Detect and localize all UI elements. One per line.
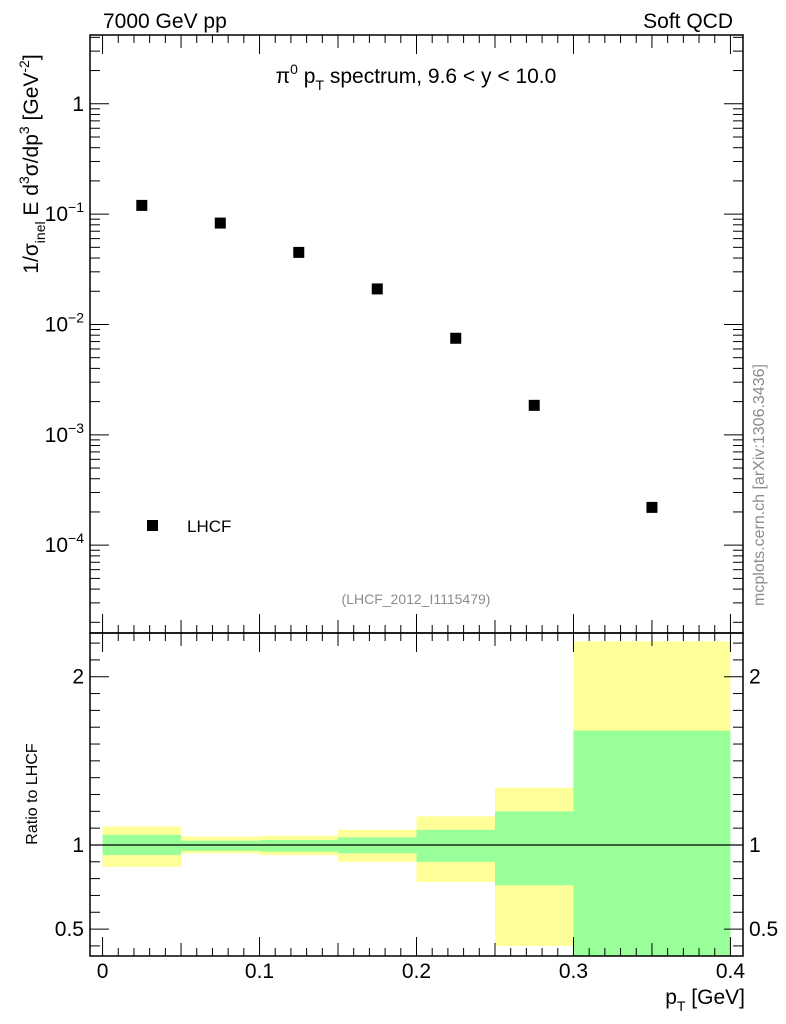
axes: 110−110−210−310−40 0.1 0.2 0.3 0.40.5 0.51 12 2 [45, 35, 778, 983]
x-tick-label: 0.3 [559, 960, 588, 983]
ratio-y-tick-label-left: 0.5 [55, 918, 84, 941]
ratio-bands [90, 641, 743, 956]
ratio-y-tick-label-right: 1 [749, 834, 761, 857]
ratio-y-tick-label-right: 2 [749, 666, 761, 689]
data-points [136, 199, 658, 513]
stat-band-bin-4 [416, 829, 495, 862]
x-tick-label: 0.2 [402, 960, 431, 983]
ratio-plot-frame [89, 632, 744, 957]
main-y-axis-label: 1/σinel E d3σ/dp3 [GeV-2] [16, 54, 48, 273]
main-plot-frame [89, 34, 744, 634]
process-label: Soft QCD [643, 10, 733, 33]
data-point-6 [646, 501, 658, 513]
ratio-y-tick-label-left: 1 [72, 834, 84, 857]
energy-label: 7000 GeV pp [103, 10, 227, 33]
main-y-tick-label: 1 [72, 93, 84, 116]
main-y-tick-label: 10−1 [45, 199, 85, 226]
legend-label-lhcf: LHCF [187, 517, 231, 536]
x-tick-label: 0.1 [245, 960, 274, 983]
main-y-tick-label: 10−2 [45, 309, 85, 336]
stat-band-bin-6 [573, 730, 731, 956]
stat-band-bin-2 [259, 839, 339, 852]
analysis-id: (LHCF_2012_I1115479) [342, 591, 491, 607]
stat-band-bin-5 [494, 811, 574, 886]
stat-band-bin-1 [181, 840, 260, 851]
legend-marker-lhcf [147, 520, 158, 531]
main-y-tick-label: 10−3 [45, 420, 85, 447]
side-label: mcplots.cern.ch [arXiv:1306.3436] [751, 364, 768, 606]
main-y-tick-label: 10−4 [45, 530, 85, 557]
data-point-0 [136, 199, 148, 211]
plot-title: π0 pT spectrum, 9.6 < y < 10.0 [276, 61, 557, 93]
data-point-5 [528, 399, 540, 411]
data-point-4 [450, 332, 462, 344]
x-axis-label: pT [GeV] [665, 986, 745, 1014]
ratio-y-tick-label-right: 0.5 [749, 918, 778, 941]
data-point-3 [371, 283, 383, 295]
x-tick-label: 0.4 [716, 960, 746, 983]
data-point-2 [293, 246, 305, 258]
ratio-y-axis-label: Ratio to LHCF [24, 743, 41, 845]
x-tick-label: 0 [97, 960, 109, 983]
ratio-y-tick-label-left: 2 [72, 666, 84, 689]
data-point-1 [214, 217, 226, 229]
